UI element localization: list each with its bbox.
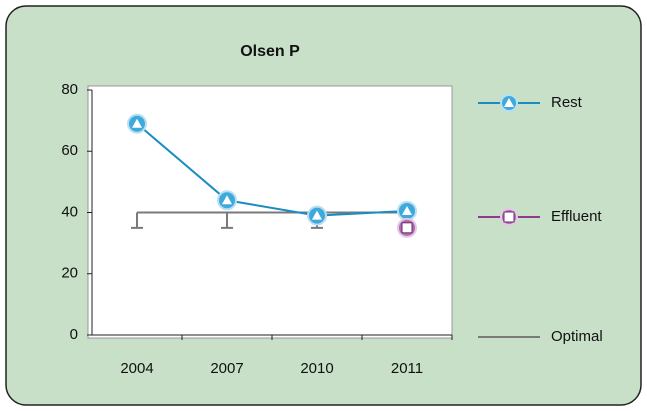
marker: [217, 190, 237, 211]
error-bar: [221, 212, 233, 229]
marker-part: [402, 205, 412, 215]
marker: [127, 113, 147, 134]
legend-label: Optimal: [551, 328, 603, 345]
chart-title: Olsen P: [240, 43, 300, 60]
x-tick-label: 2007: [210, 360, 243, 377]
legend-label: Effluent: [551, 208, 602, 225]
marker-part: [132, 118, 142, 128]
legend-marker-part: [504, 98, 514, 107]
x-tick-label: 2010: [300, 360, 333, 377]
legend-label: Rest: [551, 94, 583, 111]
marker: [307, 205, 327, 226]
marker: [397, 200, 417, 221]
marker: [397, 217, 417, 238]
y-tick-label: 60: [61, 142, 78, 159]
y-tick-label: 0: [70, 326, 78, 343]
error-bar: [131, 212, 143, 229]
marker-part: [401, 222, 413, 234]
marker-part: [312, 210, 322, 220]
marker-part: [222, 195, 232, 205]
legend-marker: [500, 208, 518, 226]
y-tick-label: 40: [61, 203, 78, 220]
y-tick-label: 20: [61, 265, 78, 282]
y-tick-label: 80: [61, 81, 78, 98]
legend-marker: [500, 94, 518, 112]
x-tick-label: 2004: [120, 360, 153, 377]
legend-marker-part: [503, 211, 515, 223]
series-line: [136, 122, 408, 217]
x-tick-label: 2011: [391, 360, 423, 377]
